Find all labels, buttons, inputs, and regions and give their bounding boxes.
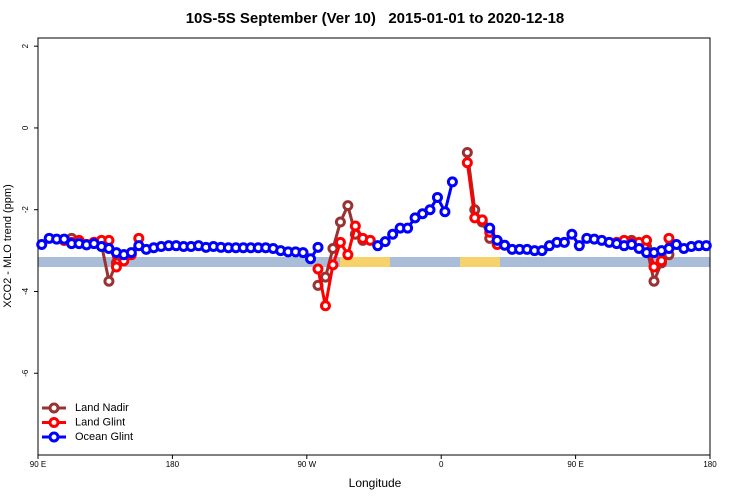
data-point [648,261,660,273]
data-point [476,214,488,226]
x-tick-label: 90 E [567,460,583,469]
y-axis-label: XCO2 - MLO trend (ppm) [2,184,14,307]
chart-title: 10S-5S September (Ver 10) 2015-01-01 to … [186,10,565,27]
data-point [312,263,324,275]
data-point [327,243,339,255]
y-tick-label: -4 [21,287,30,295]
y-tick-label: 2 [21,43,30,48]
data-point [342,249,354,261]
y-tick-label: -6 [21,369,30,377]
data-point [558,236,570,248]
data-point [700,240,712,252]
data-point [297,247,309,259]
data-point [431,191,443,203]
x-tick-label: 90 E [30,460,46,469]
legend-marker [48,431,60,443]
data-point [536,245,548,257]
data-point [103,275,115,287]
y-tick-label: -2 [21,206,30,214]
legend-label: Land Nadir [75,402,129,414]
data-point [402,222,414,234]
x-tick-label: 0 [439,460,444,469]
x-tick-label: 180 [703,460,717,469]
map-strip [38,257,710,267]
data-point [36,238,48,250]
series-line [63,162,671,307]
data-point [58,233,70,245]
data-point [566,228,578,240]
data-point [424,204,436,216]
data-point [364,234,376,246]
data-point [319,300,331,312]
data-point [461,146,473,158]
data-point [573,240,585,252]
x-axis-label: Longitude [349,476,402,490]
data-point [305,253,317,265]
data-point [655,255,667,267]
data-point [484,222,496,234]
data-point [319,271,331,283]
x-tick-label: 180 [166,460,180,469]
data-point [125,247,137,259]
legend-marker [48,402,60,414]
data-point [446,176,458,188]
legend-label: Ocean Glint [75,431,133,443]
data-point [387,228,399,240]
legend-label: Land Glint [75,416,125,428]
data-point [491,234,503,246]
data-point [461,157,473,169]
data-point [379,236,391,248]
land-band [340,257,390,267]
data-point [334,236,346,248]
data-point [663,232,675,244]
data-point [439,206,451,218]
y-tick-label: 0 [21,125,30,130]
data-point [312,241,324,253]
data-point [342,200,354,212]
data-point [349,220,361,232]
data-point [334,216,346,228]
data-point [641,234,653,246]
legend-marker [48,417,60,428]
data-point [648,275,660,287]
land-band [460,257,500,267]
x-tick-label: 90 W [297,460,316,469]
data-point [327,259,339,271]
data-point [110,261,122,273]
